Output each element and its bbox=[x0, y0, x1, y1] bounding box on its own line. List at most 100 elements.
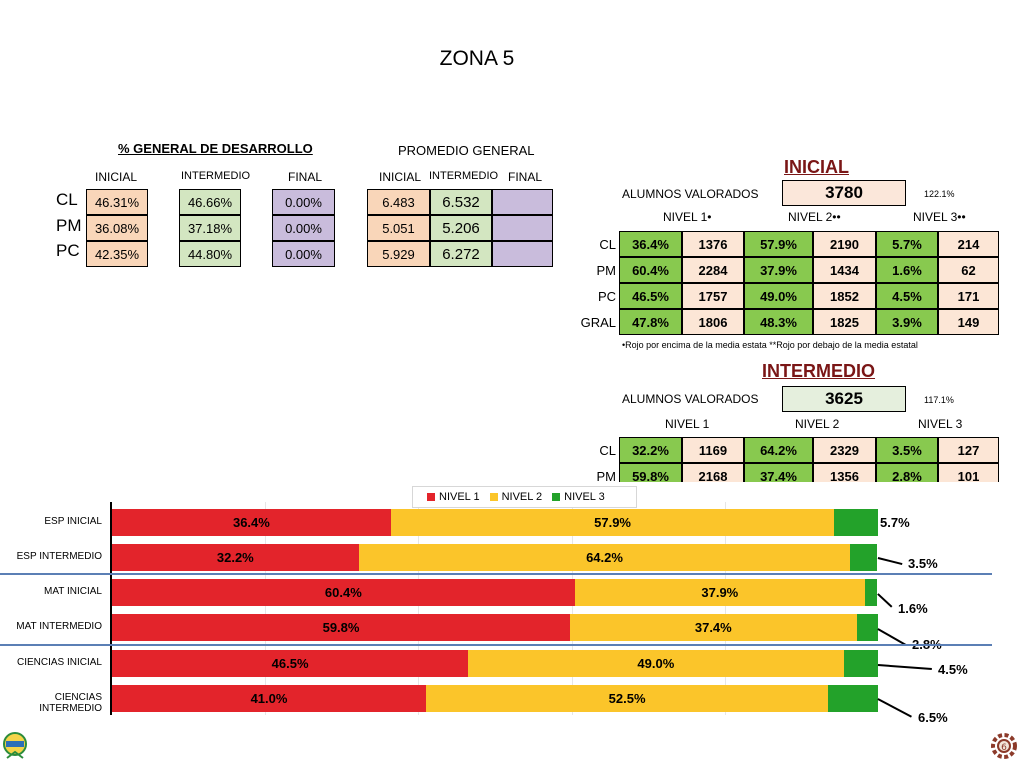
legend-nivel2: NIVEL 2 bbox=[489, 491, 543, 503]
intermedio-cell: 1169 bbox=[682, 437, 744, 463]
inicial-cell: 4.5% bbox=[876, 283, 938, 309]
pct-title: % GENERAL DE DESARROLLO bbox=[118, 141, 313, 156]
bar-segment-nivel2: 64.2% bbox=[358, 544, 851, 571]
bar-segment-nivel1: 59.8% bbox=[112, 614, 571, 641]
pct-final-cl: 0.00% bbox=[272, 189, 335, 215]
prom-inicial-pm: 5.051 bbox=[367, 215, 430, 241]
pct-inicial-cl: 46.31% bbox=[86, 189, 148, 215]
bar-segment-nivel3 bbox=[864, 579, 878, 606]
bar-label-nivel3: 5.7% bbox=[880, 515, 910, 530]
inicial-row-label: PC bbox=[597, 289, 616, 304]
inicial-cell: 214 bbox=[938, 231, 999, 257]
inicial-cell: 171 bbox=[938, 283, 999, 309]
inicial-cell: 1806 bbox=[682, 309, 744, 335]
inicial-cell: 37.9% bbox=[744, 257, 813, 283]
inicial-cell: 1376 bbox=[682, 231, 744, 257]
inicial-cell: 49.0% bbox=[744, 283, 813, 309]
chart-y-axis bbox=[110, 502, 112, 715]
inicial-cell: 5.7% bbox=[876, 231, 938, 257]
inicial-cell: 149 bbox=[938, 309, 999, 335]
inicial-cell: 2190 bbox=[813, 231, 876, 257]
inicial-cell: 1825 bbox=[813, 309, 876, 335]
prom-intermedio-pc: 6.272 bbox=[430, 241, 492, 267]
bar-segment-nivel2: 37.4% bbox=[570, 614, 857, 641]
intermedio-alumnos-label: ALUMNOS VALORADOS bbox=[622, 392, 759, 406]
inicial-cell: 1.6% bbox=[876, 257, 938, 283]
prom-final-pm bbox=[492, 215, 553, 241]
bar-segment-nivel3 bbox=[843, 650, 878, 677]
pct-intermedio-cl: 46.66% bbox=[179, 189, 241, 215]
pct-intermedio-pm: 37.18% bbox=[179, 215, 241, 241]
bar-segment-nivel1: 60.4% bbox=[112, 579, 575, 606]
prom-title: PROMEDIO GENERAL bbox=[398, 143, 535, 158]
bar-segment-nivel1: 32.2% bbox=[112, 544, 359, 571]
inicial-cell: 36.4% bbox=[619, 231, 682, 257]
inicial-pct: 122.1% bbox=[924, 189, 955, 199]
logo-left-icon bbox=[2, 728, 28, 762]
inicial-cell: 62 bbox=[938, 257, 999, 283]
section-separator-line bbox=[0, 644, 992, 646]
prom-header-final: FINAL bbox=[508, 170, 543, 184]
legend-label-nivel2: NIVEL 2 bbox=[501, 491, 543, 503]
pct-header-inicial: INICIAL bbox=[95, 170, 138, 184]
bar-label-nivel3: 4.5% bbox=[938, 662, 968, 677]
intermedio-nivel3-header: NIVEL 3 bbox=[918, 417, 963, 431]
prom-header-intermedio: INTERMEDIO bbox=[429, 170, 499, 182]
chart-gridline bbox=[265, 502, 267, 715]
bar-segment-nivel3 bbox=[828, 685, 878, 712]
legend-swatch-nivel2 bbox=[489, 493, 498, 501]
intermedio-cell: 3.5% bbox=[876, 437, 938, 463]
bar-label-nivel3: 1.6% bbox=[898, 601, 928, 616]
prom-inicial-cl: 6.483 bbox=[367, 189, 430, 215]
intermedio-nivel1-header: NIVEL 1 bbox=[665, 417, 710, 431]
pct-header-final: FINAL bbox=[288, 170, 323, 184]
inicial-row-label: PM bbox=[596, 263, 617, 278]
legend-nivel1: NIVEL 1 bbox=[427, 491, 480, 503]
inicial-cell: 57.9% bbox=[744, 231, 813, 257]
row-label-pm: PM bbox=[56, 216, 82, 235]
intermedio-cell: 127 bbox=[938, 437, 999, 463]
inicial-cell: 46.5% bbox=[619, 283, 682, 309]
inicial-nivel3-header: NIVEL 3•• bbox=[913, 210, 966, 224]
pct-final-pm: 0.00% bbox=[272, 215, 335, 241]
legend-label-nivel3: NIVEL 3 bbox=[564, 491, 605, 503]
legend-swatch-nivel1 bbox=[427, 493, 435, 501]
inicial-row-label: CL bbox=[599, 237, 616, 252]
bar-category-label: CIENCIAS INTERMEDIO bbox=[39, 692, 102, 714]
pct-intermedio-pc: 44.80% bbox=[179, 241, 241, 267]
inicial-cell: 48.3% bbox=[744, 309, 813, 335]
inicial-cell: 3.9% bbox=[876, 309, 938, 335]
svg-text:6: 6 bbox=[1001, 743, 1007, 753]
chart-legend: NIVEL 1 NIVEL 2 NIVEL 3 bbox=[412, 486, 637, 508]
intermedio-alumnos-value: 3625 bbox=[782, 386, 906, 412]
row-label-pc: PC bbox=[56, 241, 80, 260]
bar-segment-nivel3 bbox=[856, 614, 878, 641]
pct-header-intermedio: INTERMEDIO bbox=[181, 170, 251, 182]
intermedio-row-label: CL bbox=[599, 443, 616, 458]
prom-inicial-pc: 5.929 bbox=[367, 241, 430, 267]
intermedio-pct: 117.1% bbox=[924, 395, 954, 405]
inicial-nivel1-header: NIVEL 1• bbox=[663, 210, 712, 224]
intermedio-cell: 64.2% bbox=[744, 437, 813, 463]
bar-segment-nivel2: 49.0% bbox=[468, 650, 844, 677]
bar-segment-nivel1: 36.4% bbox=[112, 509, 391, 536]
bar-segment-nivel2: 57.9% bbox=[390, 509, 835, 536]
inicial-cell: 47.8% bbox=[619, 309, 682, 335]
inicial-note: •Rojo por encima de la media estata **Ro… bbox=[622, 340, 918, 350]
bar-segment-nivel3 bbox=[850, 544, 878, 571]
bar-label-nivel3: 3.5% bbox=[908, 556, 938, 571]
bar-category-label: CIENCIAS INICIAL bbox=[16, 657, 102, 668]
intermedio-row-label: PM bbox=[596, 469, 617, 484]
pct-inicial-pc: 42.35% bbox=[86, 241, 148, 267]
section-separator-line bbox=[0, 573, 992, 575]
chart-gridline bbox=[724, 502, 726, 715]
inicial-alumnos-value: 3780 bbox=[782, 180, 906, 206]
intermedio-title: INTERMEDIO bbox=[762, 361, 876, 381]
bar-segment-nivel2: 52.5% bbox=[426, 685, 829, 712]
inicial-alumnos-label: ALUMNOS VALORADOS bbox=[622, 187, 759, 201]
bar-category-label: ESP INICIAL bbox=[44, 516, 102, 527]
bar-segment-nivel1: 46.5% bbox=[112, 650, 469, 677]
intermedio-cell: 2329 bbox=[813, 437, 876, 463]
bar-segment-nivel1: 41.0% bbox=[112, 685, 427, 712]
inicial-cell: 2284 bbox=[682, 257, 744, 283]
